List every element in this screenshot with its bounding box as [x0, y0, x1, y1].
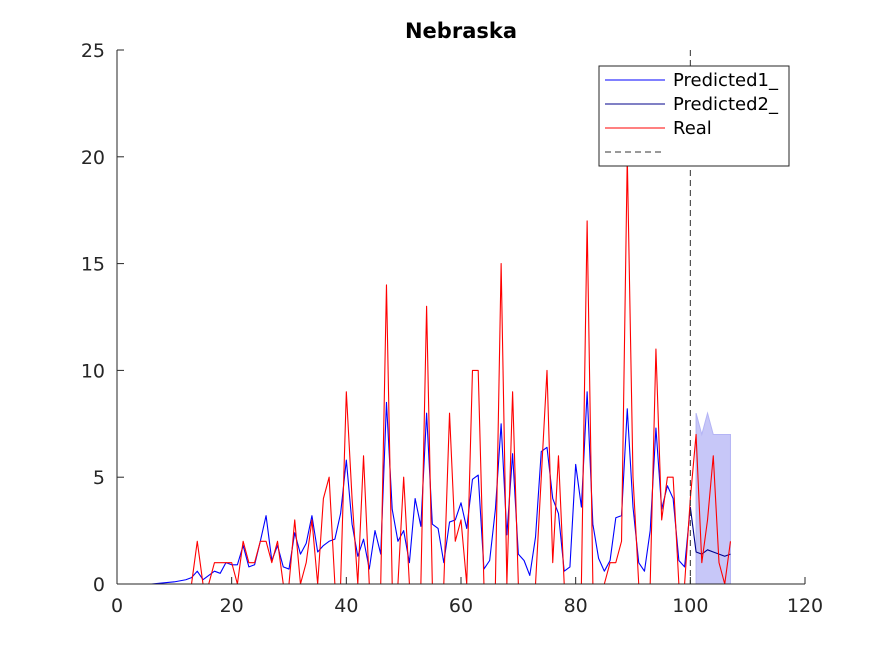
- y-tick-label: 10: [81, 360, 105, 382]
- plot-area: 0 20 40 60 80 100 120 0 5 10 15 20 25: [81, 40, 823, 617]
- x-tick-label: 60: [449, 595, 473, 617]
- y-tick-label: 0: [93, 574, 105, 596]
- y-tick-label: 5: [93, 467, 105, 489]
- series-line-2: [689, 507, 731, 557]
- x-tick-label: 0: [111, 595, 123, 617]
- y-tick-label: 25: [81, 40, 105, 62]
- y-tick-label: 20: [81, 147, 105, 169]
- x-tick-label: 80: [564, 595, 588, 617]
- x-tick-label: 20: [220, 595, 244, 617]
- x-tick-label: 120: [787, 595, 823, 617]
- x-tick-label: 40: [334, 595, 358, 617]
- chart-title: Nebraska: [405, 19, 517, 43]
- legend-label-2: Predicted2_: [673, 94, 779, 115]
- legend-label-1: Predicted1_: [673, 70, 779, 91]
- legend: Predicted1_ Predicted2_ Real: [598, 65, 790, 167]
- legend-box: [598, 65, 790, 167]
- y-tick-label: 15: [81, 254, 105, 276]
- legend-label-3: Real: [673, 118, 712, 139]
- x-tick-label: 100: [672, 595, 708, 617]
